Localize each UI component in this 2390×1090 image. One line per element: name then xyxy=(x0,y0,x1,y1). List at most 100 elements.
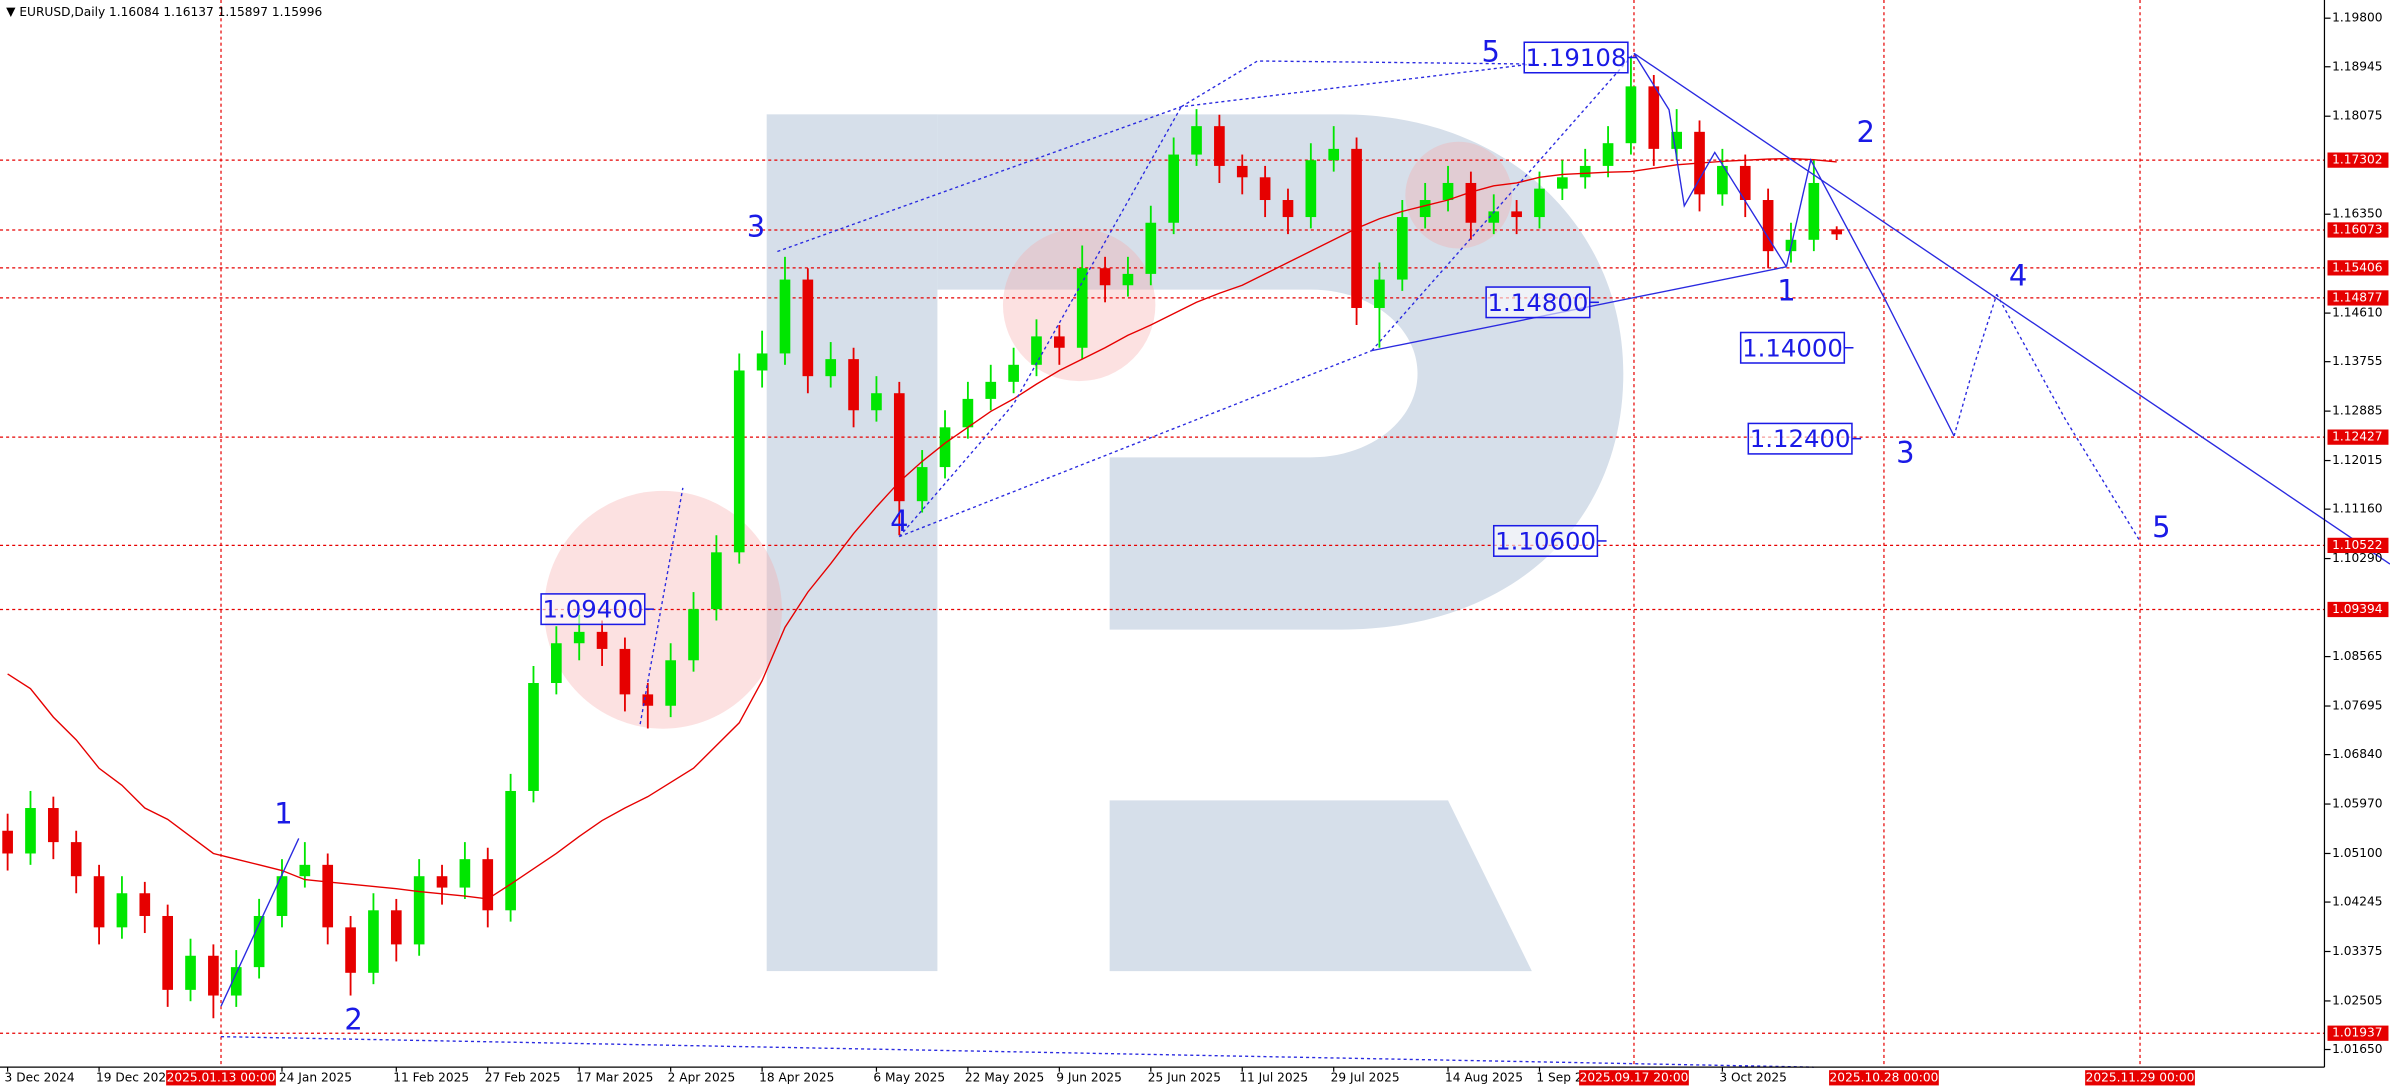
annotation-label: 1.14000 xyxy=(1742,333,1843,362)
wave-label: 1 xyxy=(1777,274,1795,308)
candle-body xyxy=(1808,182,1820,240)
wave-line-dotted xyxy=(1996,293,2141,542)
symbol: EURUSD,Daily xyxy=(19,5,105,19)
candle-body xyxy=(733,370,745,553)
candle-body xyxy=(390,910,402,945)
x-tick-label: 14 Aug 2025 xyxy=(1445,1070,1523,1084)
candle-body xyxy=(2,830,13,854)
wave-label: 3 xyxy=(1896,435,1914,469)
annotation-box xyxy=(540,593,646,626)
price-level-box xyxy=(2327,429,2389,445)
open: 1.16084 xyxy=(109,5,160,19)
price-level-label: 1.15406 xyxy=(2332,260,2382,274)
candle-body xyxy=(253,915,265,968)
highlight-circle xyxy=(544,490,782,729)
x-tick-label: 3 Dec 2024 xyxy=(5,1070,75,1084)
wave-label: 2 xyxy=(344,1002,362,1036)
candle-body xyxy=(688,609,699,661)
header: ▼ EURUSD,Daily 1.16084 1.16137 1.15897 1… xyxy=(6,5,322,19)
candle-body xyxy=(1579,165,1591,178)
candle-body xyxy=(779,279,791,354)
y-tick-label: 1.16350 xyxy=(2332,207,2382,221)
candle-body xyxy=(1831,229,1843,235)
candle-body xyxy=(1557,177,1568,189)
y-tick-label: 1.10290 xyxy=(2332,551,2382,565)
price-level-label: 1.14877 xyxy=(2332,290,2382,304)
candle-body xyxy=(711,552,722,610)
candle-body xyxy=(505,790,516,911)
price-level-label: 1.16073 xyxy=(2332,222,2382,236)
y-tick-label: 1.04245 xyxy=(2332,895,2382,909)
x-tick-label: 9 Jun 2025 xyxy=(1056,1070,1122,1084)
annotation-label: 1.14800 xyxy=(1488,288,1589,317)
annotation-label: 1.10600 xyxy=(1495,526,1596,555)
x-tick-label: 11 Feb 2025 xyxy=(393,1070,469,1084)
highlight-circle xyxy=(1405,141,1513,249)
candle-body xyxy=(230,967,242,996)
x-tick-label: 22 May 2025 xyxy=(965,1070,1044,1084)
annotation-box xyxy=(1485,286,1591,319)
close: 1.15996 xyxy=(272,5,322,19)
candle-body xyxy=(1236,165,1248,178)
y-tick-label: 1.14610 xyxy=(2332,306,2382,320)
candle-body xyxy=(825,359,837,377)
candle-body xyxy=(1282,200,1294,218)
annotations: 1.09400 1.19108 1.14800 1.14000 1.12400 1.106… xyxy=(274,34,2170,1036)
watermark-leg xyxy=(1109,800,1532,972)
candle-body xyxy=(1076,268,1088,348)
y-tick-label: 1.05970 xyxy=(2332,797,2382,811)
price-level-label: 1.17302 xyxy=(2332,153,2382,167)
wave-line xyxy=(1633,52,1787,268)
candle-body xyxy=(1511,211,1522,218)
x-tick-label: 19 Dec 2024 xyxy=(96,1070,174,1084)
candle-body xyxy=(162,915,174,990)
candle-body xyxy=(985,381,997,399)
x-tick-label: 27 Feb 2025 xyxy=(485,1070,561,1084)
time-marker-box xyxy=(166,1070,276,1086)
candle-body xyxy=(573,631,585,644)
candle-body xyxy=(939,427,951,468)
price-level-label: 1.12427 xyxy=(2332,430,2382,444)
wave-label: 5 xyxy=(1481,34,1499,68)
y-tick-label: 1.13755 xyxy=(2332,354,2382,368)
y-tick-label: 1.11160 xyxy=(2332,502,2382,516)
wave-label: 1 xyxy=(274,797,292,831)
candle-body xyxy=(1442,182,1454,201)
candle-body xyxy=(368,910,379,973)
y-tick-label: 1.06840 xyxy=(2332,747,2382,761)
candle-body xyxy=(665,660,676,706)
candle-body xyxy=(642,694,654,706)
candle-body xyxy=(139,893,151,916)
wave-line-dotted xyxy=(1371,52,1635,352)
moving-average xyxy=(7,157,1837,900)
y-tick-label: 1.18075 xyxy=(2332,109,2382,123)
price-level-box xyxy=(2327,1025,2389,1041)
time-marker-label: 2025.09.17 20:00 xyxy=(1580,1070,1689,1084)
candle-body xyxy=(1671,131,1682,149)
candle-body xyxy=(916,467,928,502)
candle-body xyxy=(459,859,471,888)
wave-line xyxy=(1633,52,2390,565)
x-tick-label: 2 Apr 2025 xyxy=(668,1070,736,1084)
candle-body xyxy=(1648,86,1660,149)
annotation-box xyxy=(1492,524,1599,557)
candle-body xyxy=(802,279,814,377)
candle-body xyxy=(848,359,859,411)
time-marker-label: 2025.10.28 00:00 xyxy=(1830,1070,1939,1084)
candle-body xyxy=(436,876,448,888)
annotation-label: 1.19108 xyxy=(1526,43,1627,72)
candle-body xyxy=(1191,126,1202,155)
watermark-bowl xyxy=(937,114,1624,630)
watermark xyxy=(766,114,1624,972)
price-level-label: 1.10522 xyxy=(2332,538,2382,552)
price-level-label: 1.01937 xyxy=(2332,1026,2382,1040)
y-tick-label: 1.12015 xyxy=(2332,453,2382,467)
candle-body xyxy=(1168,154,1179,223)
candle-body xyxy=(48,808,59,843)
candle-body xyxy=(1465,182,1477,223)
wave-line-dotted xyxy=(1953,294,1998,437)
candle-body xyxy=(1259,177,1271,201)
candle-body xyxy=(1488,211,1500,223)
candle-body xyxy=(1054,336,1065,348)
